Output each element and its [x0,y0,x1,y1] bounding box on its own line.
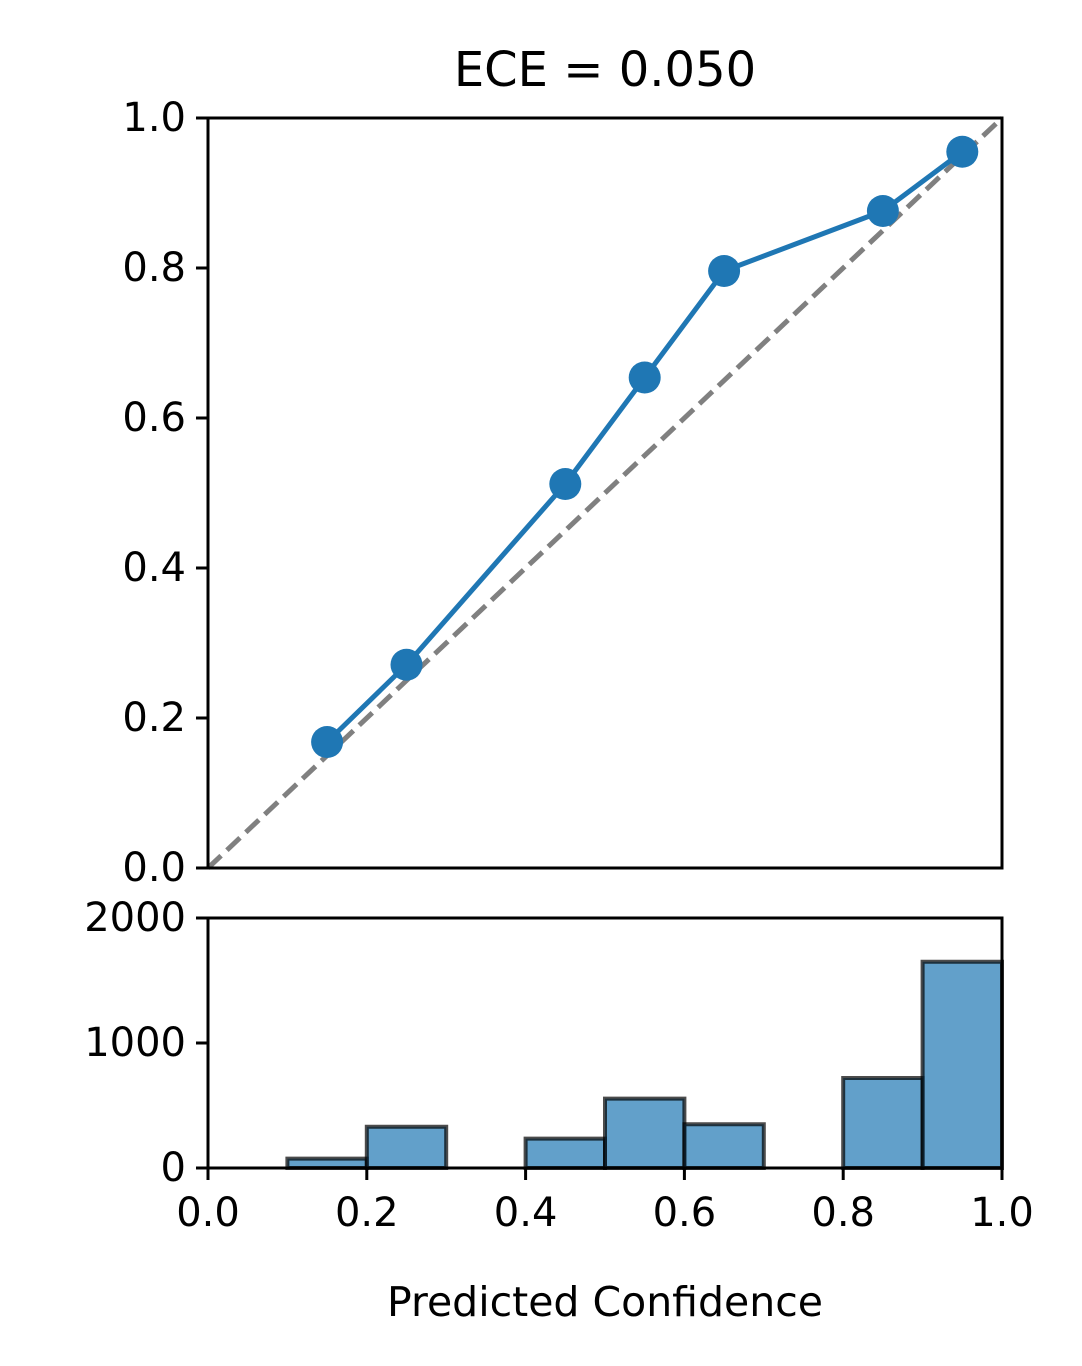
y-tick-label: 0 [161,1145,186,1191]
accuracy-point [311,726,344,758]
x-tick-label: 0.6 [653,1190,717,1236]
y-tick-label: 0.2 [122,695,186,741]
confidence-histogram: 0 1000 2000 0.0 0.2 0.4 0.6 0.8 1.0 Predicted Co… [84,895,1034,1326]
accuracy-point [390,648,423,681]
accuracy-point [946,135,979,168]
histogram-bar [920,959,1004,1170]
y-tick-label: 0.8 [122,245,186,291]
accuracy-line [325,149,964,744]
x-axis-label: Predicted Confidence [387,1278,823,1326]
y-tick-label: 0.0 [122,845,186,891]
reliability-diagram: ECE = 0.050 0.0 0.2 0.4 0.6 0.8 1.0 [122,42,1004,891]
x-tick-label: 0.0 [176,1190,240,1236]
reliability-plot-area: 0.0 0.2 0.4 0.6 0.8 1.0 [122,95,1004,891]
y-tick-label: 0.4 [122,545,186,591]
histogram-bar [603,1096,687,1170]
x-tick-label: 1.0 [970,1190,1034,1236]
y-tick-label: 1.0 [122,95,186,141]
histogram-bar [364,1124,449,1170]
y-tick-label: 0.6 [122,395,186,441]
accuracy-point [628,361,661,394]
histogram-bar [841,1076,925,1170]
histogram-bar [682,1122,766,1170]
accuracy-point [549,468,582,500]
x-tick-label: 0.4 [494,1190,558,1236]
histogram-bar [523,1136,607,1170]
x-tick-label: 0.2 [335,1190,399,1236]
y-tick-label: 2000 [84,895,186,941]
accuracy-point [708,255,741,287]
y-tick-label: 1000 [84,1020,186,1066]
x-tick-label: 0.8 [811,1190,875,1236]
histogram-plot-area: 0 1000 2000 0.0 0.2 0.4 0.6 0.8 1.0 [84,895,1034,1236]
reliability-axes-frame [206,116,1004,870]
chart-title: ECE = 0.050 [454,42,756,98]
accuracy-point [866,195,899,227]
